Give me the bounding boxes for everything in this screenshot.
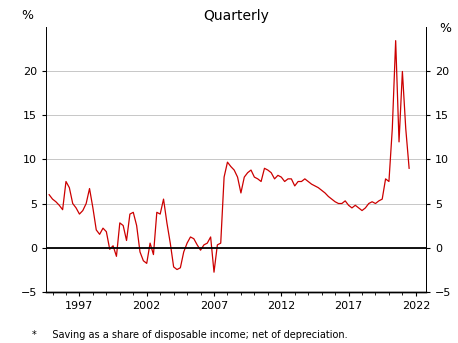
Title: Quarterly: Quarterly: [203, 10, 269, 24]
Y-axis label: %: %: [21, 9, 33, 22]
Y-axis label: %: %: [439, 22, 451, 35]
Text: *     Saving as a share of disposable income; net of depreciation.: * Saving as a share of disposable income…: [32, 330, 348, 340]
